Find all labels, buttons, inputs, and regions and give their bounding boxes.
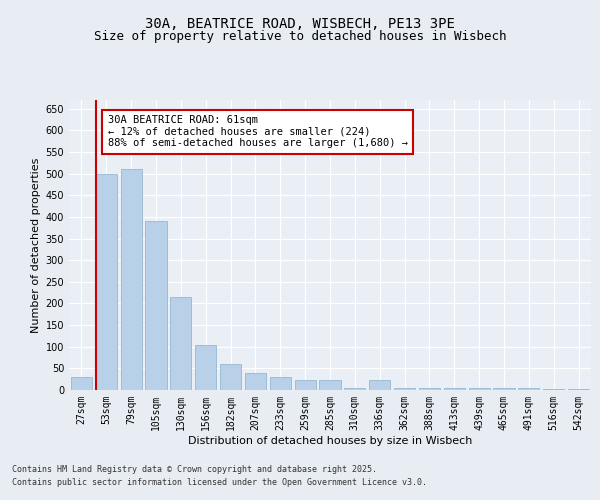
- Bar: [96, 174, 117, 390]
- Bar: [469, 388, 490, 390]
- Bar: [369, 380, 390, 390]
- Bar: [245, 372, 266, 390]
- Bar: [270, 377, 291, 390]
- Text: Size of property relative to detached houses in Wisbech: Size of property relative to detached ho…: [94, 30, 506, 43]
- Bar: [71, 377, 92, 390]
- Y-axis label: Number of detached properties: Number of detached properties: [31, 158, 41, 332]
- Bar: [518, 388, 539, 390]
- Text: 30A BEATRICE ROAD: 61sqm
← 12% of detached houses are smaller (224)
88% of semi-: 30A BEATRICE ROAD: 61sqm ← 12% of detach…: [107, 115, 407, 148]
- X-axis label: Distribution of detached houses by size in Wisbech: Distribution of detached houses by size …: [188, 436, 472, 446]
- Bar: [145, 221, 167, 390]
- Bar: [493, 388, 515, 390]
- Text: 30A, BEATRICE ROAD, WISBECH, PE13 3PE: 30A, BEATRICE ROAD, WISBECH, PE13 3PE: [145, 18, 455, 32]
- Bar: [394, 388, 415, 390]
- Bar: [195, 344, 216, 390]
- Bar: [319, 380, 341, 390]
- Bar: [170, 297, 191, 390]
- Bar: [444, 388, 465, 390]
- Bar: [220, 364, 241, 390]
- Bar: [543, 389, 564, 390]
- Bar: [121, 170, 142, 390]
- Bar: [344, 388, 365, 390]
- Text: Contains public sector information licensed under the Open Government Licence v3: Contains public sector information licen…: [12, 478, 427, 487]
- Bar: [568, 389, 589, 390]
- Bar: [295, 380, 316, 390]
- Text: Contains HM Land Registry data © Crown copyright and database right 2025.: Contains HM Land Registry data © Crown c…: [12, 466, 377, 474]
- Bar: [419, 388, 440, 390]
